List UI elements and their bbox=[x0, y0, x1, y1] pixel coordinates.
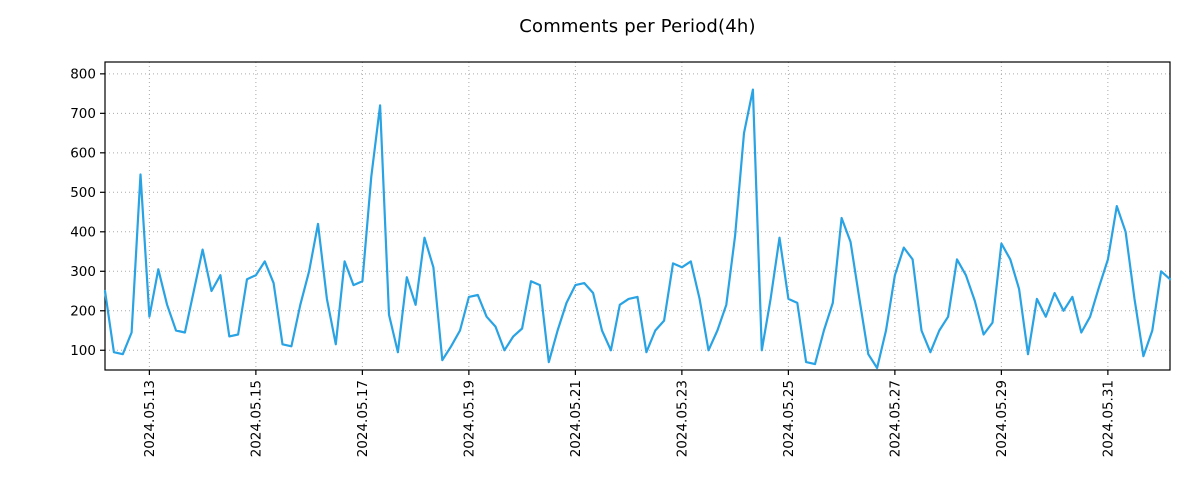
x-tick-label: 2024.05.31 bbox=[1100, 380, 1116, 457]
y-tick-label: 400 bbox=[70, 224, 96, 240]
series-line bbox=[103, 88, 1172, 370]
y-tick-label: 100 bbox=[70, 343, 96, 359]
x-tick-label: 2024.05.19 bbox=[461, 380, 477, 457]
plot-frame bbox=[104, 61, 1171, 371]
y-tick-label: 600 bbox=[70, 145, 96, 161]
x-tick-label: 2024.05.13 bbox=[142, 380, 158, 457]
chart-title: Comments per Period(4h) bbox=[519, 16, 756, 37]
y-tick-label: 200 bbox=[70, 303, 96, 319]
x-tick-label: 2024.05.21 bbox=[568, 380, 584, 457]
x-axis: 2024.05.13 2024.05.15 2024.05.17 2024.05.19… bbox=[142, 370, 1116, 457]
x-tick-label: 2024.05.23 bbox=[674, 380, 690, 457]
y-tick-label: 800 bbox=[70, 66, 96, 82]
y-tick-label: 700 bbox=[70, 106, 96, 122]
x-tick-label: 2024.05.29 bbox=[994, 380, 1010, 457]
y-tick-label: 500 bbox=[70, 185, 96, 201]
x-tick-label: 2024.05.17 bbox=[355, 380, 371, 457]
y-tick-label: 300 bbox=[70, 264, 96, 280]
gridlines bbox=[105, 62, 1170, 370]
x-tick-label: 2024.05.15 bbox=[248, 380, 264, 457]
x-tick-label: 2024.05.27 bbox=[887, 380, 903, 457]
x-tick-label: 2024.05.25 bbox=[781, 380, 797, 457]
y-axis: 100 200 300 400 500 600 700 800 bbox=[70, 66, 105, 359]
